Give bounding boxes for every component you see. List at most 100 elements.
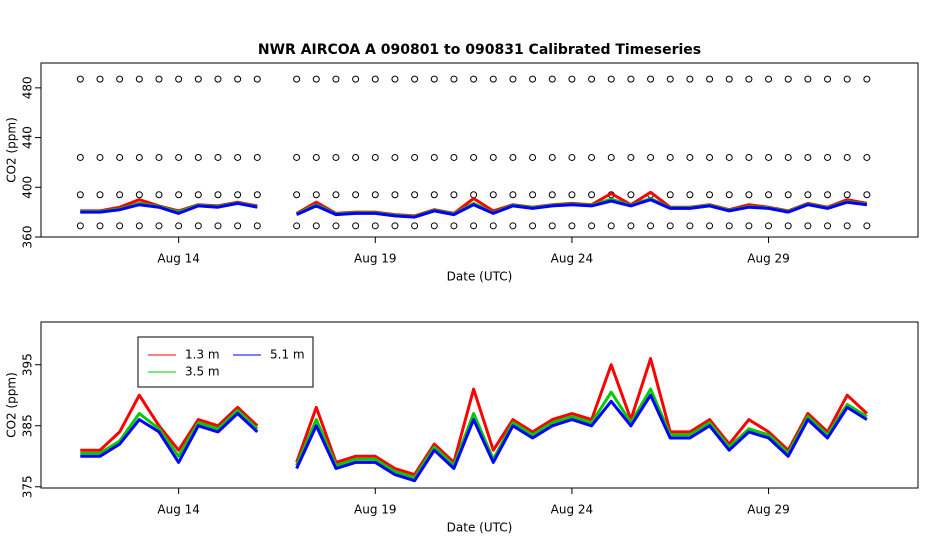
calibration-point xyxy=(647,153,655,161)
calibration-point xyxy=(214,153,222,161)
calibration-point xyxy=(135,153,143,161)
calibration-point xyxy=(627,191,635,199)
calibration-point xyxy=(450,75,458,83)
calibration-point xyxy=(76,153,84,161)
calibration-point xyxy=(116,191,124,199)
calibration-point xyxy=(352,75,360,83)
calibration-point xyxy=(725,191,733,199)
calibration-point xyxy=(745,222,753,230)
legend-box xyxy=(137,336,314,388)
calibration-point xyxy=(804,75,812,83)
calibration-point xyxy=(529,191,537,199)
legend-label: 3.5 m xyxy=(185,365,220,379)
calibration-point xyxy=(312,75,320,83)
calibration-point xyxy=(450,191,458,199)
calibration-point xyxy=(234,191,242,199)
x-tick-label: Aug 19 xyxy=(354,503,397,517)
series-line xyxy=(80,393,868,483)
calibration-point xyxy=(234,75,242,83)
calibration-point xyxy=(194,222,202,230)
calibration-point xyxy=(175,153,183,161)
y-tick-label: 440 xyxy=(21,126,35,149)
calibration-point xyxy=(804,153,812,161)
calibration-point xyxy=(725,153,733,161)
x-axis-label: Date (UTC) xyxy=(447,521,513,535)
calibration-point xyxy=(745,153,753,161)
x-axis-label: Date (UTC) xyxy=(447,270,513,284)
calibration-point xyxy=(293,153,301,161)
calibration-point xyxy=(824,222,832,230)
calibration-point xyxy=(430,75,438,83)
calibration-point xyxy=(607,153,615,161)
calibration-point xyxy=(765,191,773,199)
x-tick-label: Aug 24 xyxy=(551,503,594,517)
calibration-point xyxy=(588,75,596,83)
calibration-point xyxy=(391,222,399,230)
calibration-point xyxy=(411,75,419,83)
calibration-point xyxy=(312,222,320,230)
calibration-point xyxy=(706,153,714,161)
calibration-point xyxy=(784,222,792,230)
calibration-point xyxy=(686,191,694,199)
calibration-point xyxy=(116,153,124,161)
calibration-point xyxy=(765,153,773,161)
calibration-point xyxy=(96,75,104,83)
y-tick-label: 395 xyxy=(21,353,35,376)
calibration-point xyxy=(666,191,674,199)
calibration-point xyxy=(411,153,419,161)
calibration-point xyxy=(371,191,379,199)
calibration-point xyxy=(627,222,635,230)
calibration-point xyxy=(529,75,537,83)
calibration-point xyxy=(529,222,537,230)
calibration-point xyxy=(489,75,497,83)
calibration-point xyxy=(745,75,753,83)
calibration-point xyxy=(194,153,202,161)
calibration-point xyxy=(548,222,556,230)
calibration-point xyxy=(391,75,399,83)
y-tick-label: 385 xyxy=(21,414,35,437)
calibration-point xyxy=(332,153,340,161)
calibration-point xyxy=(843,191,851,199)
calibration-point xyxy=(686,153,694,161)
calibration-point xyxy=(332,75,340,83)
calibration-point xyxy=(214,191,222,199)
calibration-point xyxy=(214,75,222,83)
y-tick-label: 400 xyxy=(21,176,35,199)
calibration-point xyxy=(352,191,360,199)
calibration-point xyxy=(253,191,261,199)
calibration-point xyxy=(647,75,655,83)
calibration-point xyxy=(234,153,242,161)
x-tick-label: Aug 29 xyxy=(747,503,790,517)
x-tick-label: Aug 14 xyxy=(157,252,200,266)
calibration-point xyxy=(529,153,537,161)
calibration-point xyxy=(175,222,183,230)
calibration-point xyxy=(352,153,360,161)
calibration-point xyxy=(824,153,832,161)
calibration-point xyxy=(843,75,851,83)
calibration-point xyxy=(470,222,478,230)
calibration-point xyxy=(371,222,379,230)
y-tick-label: 375 xyxy=(21,475,35,498)
calibration-point xyxy=(509,75,517,83)
calibration-point xyxy=(588,153,596,161)
calibration-point xyxy=(116,75,124,83)
calibration-point xyxy=(548,75,556,83)
chart-title: NWR AIRCOA A 090801 to 090831 Calibrated… xyxy=(258,42,701,58)
calibration-point xyxy=(253,153,261,161)
calibration-point xyxy=(686,222,694,230)
calibration-point xyxy=(332,191,340,199)
calibration-point xyxy=(450,222,458,230)
calibration-point xyxy=(430,222,438,230)
calibration-point xyxy=(843,153,851,161)
calibration-point xyxy=(470,153,478,161)
calibration-point xyxy=(116,222,124,230)
calibration-point xyxy=(784,75,792,83)
calibration-point xyxy=(253,75,261,83)
calibration-point xyxy=(627,153,635,161)
series-line xyxy=(80,357,868,477)
calibration-point xyxy=(332,222,340,230)
calibration-point xyxy=(430,153,438,161)
calibration-point xyxy=(371,75,379,83)
calibration-point xyxy=(706,222,714,230)
calibration-point xyxy=(784,191,792,199)
